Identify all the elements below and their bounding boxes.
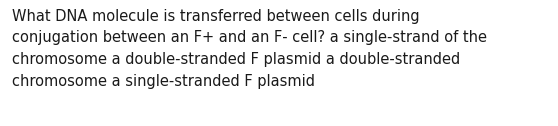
Text: What DNA molecule is transferred between cells during
conjugation between an F+ : What DNA molecule is transferred between… [12,9,487,89]
